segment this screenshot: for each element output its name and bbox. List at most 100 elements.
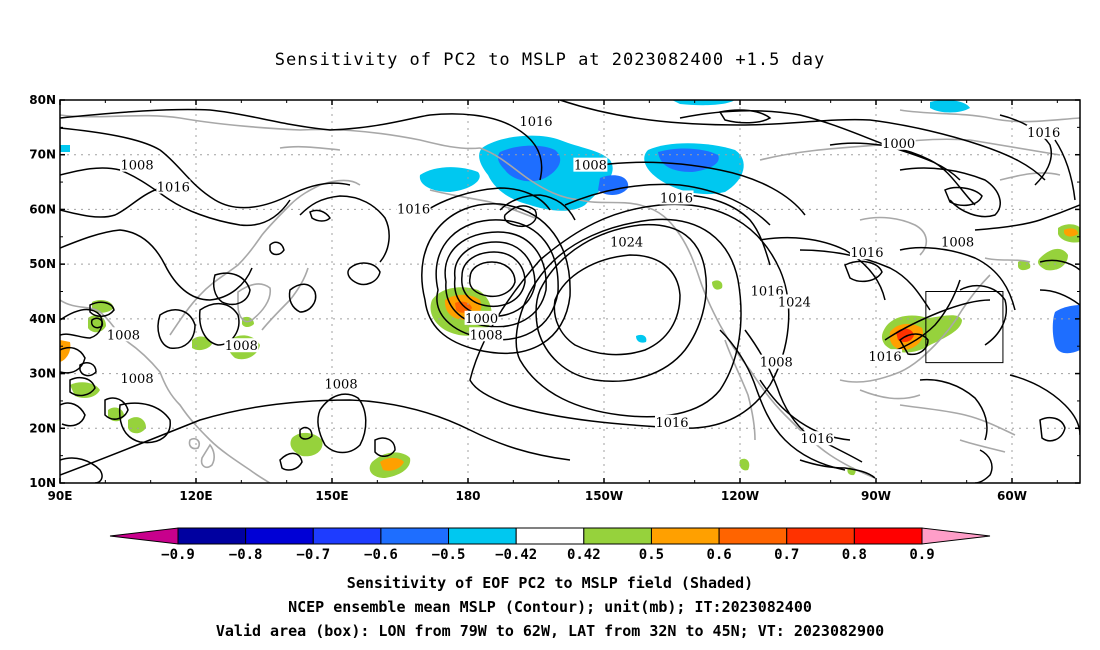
positive-sensitivity-core	[1064, 228, 1078, 237]
latitude-tick-label: 80N	[29, 93, 56, 107]
contour-label: 1008	[760, 356, 793, 371]
contour-label: 1008	[121, 372, 154, 387]
contour-label: 1008	[325, 378, 358, 393]
positive-sensitivity-region	[739, 458, 750, 471]
contour-label-background	[849, 245, 884, 260]
colorbar-swatch	[245, 527, 314, 545]
contour-label-background	[1026, 124, 1061, 139]
contour-label-background	[573, 157, 608, 172]
caption-contour: NCEP ensemble mean MSLP (Contour); unit(…	[288, 598, 812, 616]
latitude-axis: 80N 70N 60N 50N 40N 30N 20N 10N	[29, 93, 1080, 490]
longitude-tick-label: 150W	[585, 489, 623, 503]
contour-label-background	[881, 135, 916, 150]
colorbar-swatch	[515, 527, 585, 545]
latitude-tick-label: 40N	[29, 312, 56, 326]
positive-sensitivity-region	[70, 382, 100, 398]
contour-label-background	[868, 349, 903, 364]
contour-label: 1008	[470, 328, 503, 343]
colorbar-swatch	[312, 527, 382, 545]
colorbar-tick-label: 0.5	[639, 547, 664, 563]
contour-label-background	[396, 201, 431, 216]
colorbar: −0.9 −0.8 −0.7 −0.6 −0.5 −0.42 0.42 0.5 0.6 0.7 0.…	[109, 527, 991, 563]
colorbar-tick-label: −0.6	[364, 547, 398, 563]
contour-label: 1016	[157, 181, 190, 196]
positive-sensitivity-region	[128, 417, 146, 434]
negative-sensitivity-region	[1052, 305, 1080, 354]
contour-label: 1008	[574, 159, 607, 174]
colorbar-swatch	[853, 527, 923, 545]
contour-label: 1016	[519, 115, 552, 130]
contour-label-background	[120, 157, 155, 172]
caption-shaded: Sensitivity of EOF PC2 to MSLP field (Sh…	[346, 574, 754, 592]
mslp-contours	[60, 100, 1080, 483]
negative-sensitivity-core	[658, 148, 719, 172]
colorbar-tick-label: 0.6	[706, 547, 731, 563]
contour-label: 1016	[869, 350, 902, 365]
graticule	[60, 100, 1080, 483]
contour-label-background	[800, 431, 835, 446]
contour-label: 1016	[660, 191, 693, 206]
contour-label-background	[519, 113, 553, 128]
contour-label-background	[464, 310, 499, 325]
negative-sensitivity-region	[636, 334, 647, 343]
longitude-tick-label: 120W	[721, 489, 759, 503]
negative-sensitivity-region	[930, 100, 970, 113]
colorbar-tick-label: −0.8	[229, 547, 263, 563]
contour-label-background	[659, 190, 694, 205]
latitude-tick-label: 60N	[29, 202, 56, 216]
colorbar-swatch	[650, 527, 720, 545]
longitude-tick-label: 90E	[48, 489, 73, 503]
coastlines	[60, 109, 1080, 483]
contour-label: 1008	[121, 159, 154, 174]
longitude-tick-label: 180	[455, 489, 480, 503]
negative-sensitivity-region	[419, 167, 480, 192]
longitude-tick-label: 120E	[179, 489, 212, 503]
colorbar-tick-label: 0.7	[774, 547, 799, 563]
contour-label: 1008	[107, 328, 140, 343]
contour-label: 1016	[801, 432, 834, 447]
longitude-axis: 90E 120E 150E 180 150W 120W 90W 60W	[48, 100, 1058, 503]
contour-label-background	[469, 327, 504, 342]
negative-sensitivity-region	[672, 100, 735, 106]
positive-sensitivity-region	[290, 432, 323, 457]
contour-label-background	[120, 371, 155, 386]
positive-sensitivity-region	[1038, 248, 1068, 271]
longitude-tick-label: 150E	[315, 489, 348, 503]
colorbar-tick-label: −0.42	[495, 547, 537, 563]
contour-label: 1016	[1027, 126, 1060, 141]
caption-valid-area: Valid area (box): LON from 79W to 62W, L…	[215, 622, 885, 640]
contour-label-background	[156, 179, 191, 194]
contour-label: 1008	[941, 235, 974, 250]
positive-sensitivity-region	[712, 280, 723, 290]
latitude-tick-label: 30N	[29, 367, 56, 381]
positive-sensitivity-core	[380, 457, 404, 471]
contour-label: 1016	[397, 202, 430, 217]
positive-sensitivity-region	[1018, 260, 1031, 271]
valid-area-box	[925, 291, 1004, 364]
contour-label: 1024	[610, 235, 643, 250]
contour-label-background	[750, 283, 785, 298]
latitude-tick-label: 20N	[29, 421, 56, 435]
contour-label-background	[106, 327, 141, 342]
positive-sensitivity-region	[60, 340, 71, 362]
colorbar-tick-label: 0.42	[567, 547, 601, 563]
colorbar-over-triangle	[921, 527, 991, 545]
colorbar-swatch	[380, 527, 450, 545]
colorbar-swatch	[448, 527, 517, 545]
contour-label-background	[324, 376, 359, 391]
colorbar-under-triangle	[109, 527, 179, 545]
contour-label: 1000	[465, 312, 498, 327]
contour-label-background	[224, 338, 259, 353]
contour-label-background	[940, 234, 975, 249]
map-title: Sensitivity of PC2 to MSLP at 2023082400…	[274, 50, 826, 70]
colorbar-tick-label: −0.5	[432, 547, 466, 563]
colorbar-tick-label: 0.8	[842, 547, 867, 563]
latitude-tick-label: 70N	[29, 148, 56, 162]
colorbar-tick-label: −0.7	[296, 547, 330, 563]
colorbar-swatch	[177, 527, 247, 545]
contour-label: 1000	[882, 137, 915, 152]
negative-sensitivity-region	[598, 175, 629, 195]
longitude-tick-label: 60W	[997, 489, 1027, 503]
